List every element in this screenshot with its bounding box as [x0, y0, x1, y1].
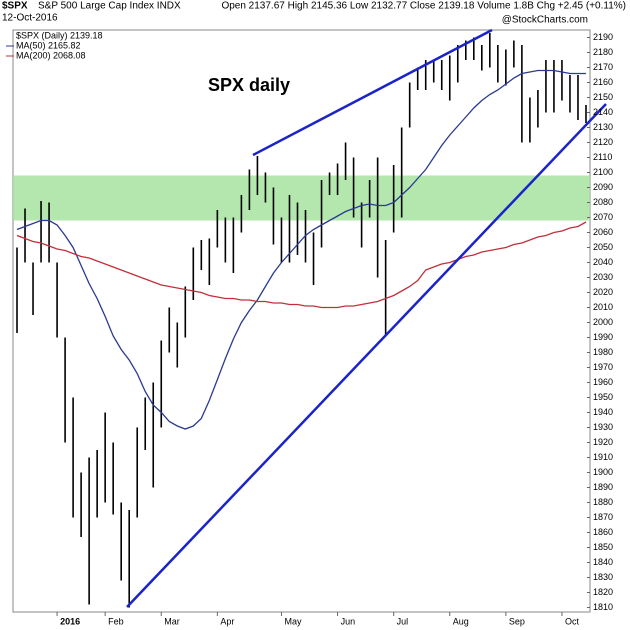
x-tick-label: Jun [341, 616, 356, 626]
watermark: @StockCharts.com [502, 15, 588, 26]
y-tick-label: 2160 [593, 77, 613, 87]
y-tick-label: 1890 [593, 482, 613, 492]
y-tick-label: 1810 [593, 602, 613, 612]
y-tick-label: 2010 [593, 302, 613, 312]
moving-average [16, 69, 586, 430]
y-tick-label: 1960 [593, 377, 613, 387]
y-tick-label: 2110 [593, 152, 612, 162]
x-tick-label: Aug [453, 616, 469, 626]
resistance-trendline [252, 28, 493, 157]
y-tick-label: 1910 [593, 452, 613, 462]
y-tick-label: 1860 [593, 527, 613, 537]
legend-ma50: MA(50) 2165.82 [16, 40, 81, 50]
support-trendline [126, 103, 607, 608]
y-tick-label: 1900 [593, 467, 613, 477]
y-tick-label: 1940 [593, 407, 613, 417]
y-tick-label: 2140 [593, 107, 613, 117]
x-tick-label: Oct [565, 616, 580, 626]
y-tick-label: 2050 [593, 242, 613, 252]
y-tick-label: 2020 [593, 287, 613, 297]
y-tick-label: 2000 [593, 317, 613, 327]
y-tick-label: 1980 [593, 347, 613, 357]
symbol: $SPX [2, 1, 28, 12]
annotation: SPX daily [208, 75, 290, 95]
y-tick-label: 1950 [593, 392, 613, 402]
legend-price: $SPX (Daily) 2139.18 [16, 30, 103, 40]
y-tick-label: 1830 [593, 572, 613, 582]
y-tick-label: 1850 [593, 542, 613, 552]
y-tick-label: 1920 [593, 437, 613, 447]
y-tick-label: 1970 [593, 362, 613, 372]
y-tick-label: 1990 [593, 332, 613, 342]
y-tick-label: 2060 [593, 227, 613, 237]
plot-frame [12, 29, 591, 613]
date: 12-Oct-2016 [2, 13, 58, 24]
x-tick-label: Mar [164, 616, 180, 626]
y-tick-label: 1880 [593, 497, 613, 507]
y-tick-label: 2150 [593, 92, 613, 102]
x-tick-label: Apr [220, 616, 234, 626]
y-tick-label: 1840 [593, 557, 613, 567]
y-tick-label: 2080 [593, 197, 613, 207]
quote: Open 2137.67 High 2145.36 Low 2132.77 Cl… [221, 1, 626, 12]
x-tick-label: Feb [108, 616, 124, 626]
x-tick-label: Jul [397, 616, 409, 626]
y-tick-label: 2040 [593, 257, 613, 267]
x-tick-label: Sep [509, 616, 525, 626]
y-tick-label: 2090 [593, 182, 613, 192]
y-tick-label: 2120 [593, 137, 613, 147]
y-tick-label: 1870 [593, 512, 613, 522]
y-tick-label: 2180 [593, 47, 613, 57]
support-zone [13, 175, 590, 221]
y-tick-label: 1930 [593, 422, 613, 432]
x-tick-label: May [284, 616, 302, 626]
y-tick-label: 2070 [593, 212, 613, 222]
moving-average [16, 221, 587, 309]
x-tick-label: 2016 [60, 616, 80, 626]
y-tick-label: 2190 [593, 32, 613, 42]
chart-title: S&P 500 Large Cap Index INDX [38, 1, 181, 12]
y-tick-label: 2100 [593, 167, 613, 177]
y-tick-label: 1820 [593, 587, 613, 597]
y-tick-label: 2130 [593, 122, 613, 132]
y-tick-label: 2030 [593, 272, 613, 282]
y-tick-label: 2170 [593, 62, 613, 72]
legend-ma200: MA(200) 2068.08 [16, 50, 86, 60]
legend: $SPX (Daily) 2139.18 MA(50) 2165.82 MA(2… [6, 30, 103, 60]
plot [13, 33, 590, 608]
